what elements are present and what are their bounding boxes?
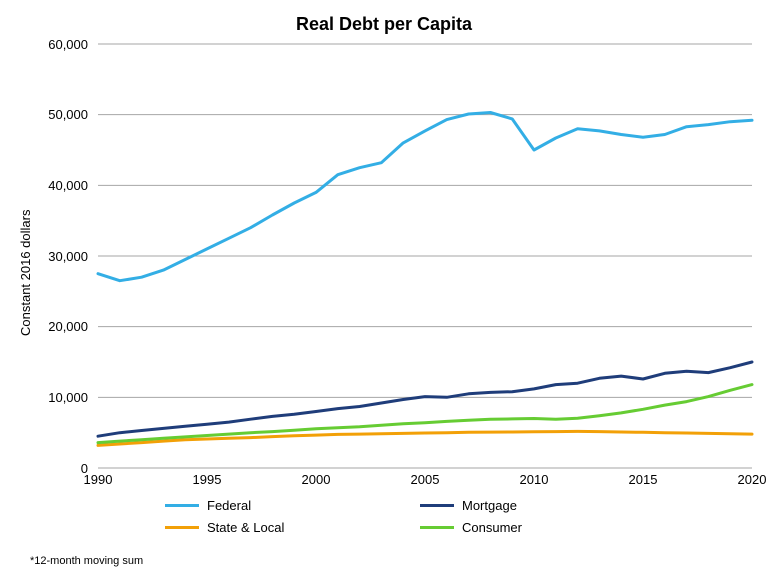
x-tick-label: 2010	[520, 472, 549, 487]
legend-swatch	[420, 526, 454, 529]
y-tick-label: 50,000	[0, 107, 88, 122]
chart-container: Real Debt per Capita Constant 2016 dolla…	[0, 0, 768, 569]
y-tick-label: 20,000	[0, 319, 88, 334]
x-tick-label: 2015	[629, 472, 658, 487]
legend-label: Mortgage	[462, 498, 517, 513]
legend-swatch	[165, 504, 199, 507]
legend-label: Consumer	[462, 520, 522, 535]
y-tick-label: 30,000	[0, 249, 88, 264]
series-line-mortgage	[98, 362, 752, 436]
y-tick-label: 0	[0, 461, 88, 476]
series-line-federal	[98, 113, 752, 281]
legend-label: Federal	[207, 498, 251, 513]
legend-label: State & Local	[207, 520, 284, 535]
legend-swatch	[165, 526, 199, 529]
x-tick-label: 2000	[302, 472, 331, 487]
legend-entry-state-local: State & Local	[165, 520, 284, 535]
plot-svg	[98, 44, 752, 468]
y-tick-label: 40,000	[0, 178, 88, 193]
x-tick-label: 1990	[84, 472, 113, 487]
chart-title: Real Debt per Capita	[0, 14, 768, 35]
legend-entry-mortgage: Mortgage	[420, 498, 517, 513]
plot-area	[98, 44, 752, 468]
y-tick-label: 60,000	[0, 37, 88, 52]
legend-entry-consumer: Consumer	[420, 520, 522, 535]
chart-footnote: *12-month moving sum	[30, 555, 143, 567]
legend-entry-federal: Federal	[165, 498, 251, 513]
series-line-state-local	[98, 431, 752, 445]
x-tick-label: 1995	[193, 472, 222, 487]
x-tick-label: 2005	[411, 472, 440, 487]
legend-swatch	[420, 504, 454, 507]
y-axis-title: Constant 2016 dollars	[18, 210, 33, 336]
x-tick-label: 2020	[738, 472, 767, 487]
y-tick-label: 10,000	[0, 390, 88, 405]
